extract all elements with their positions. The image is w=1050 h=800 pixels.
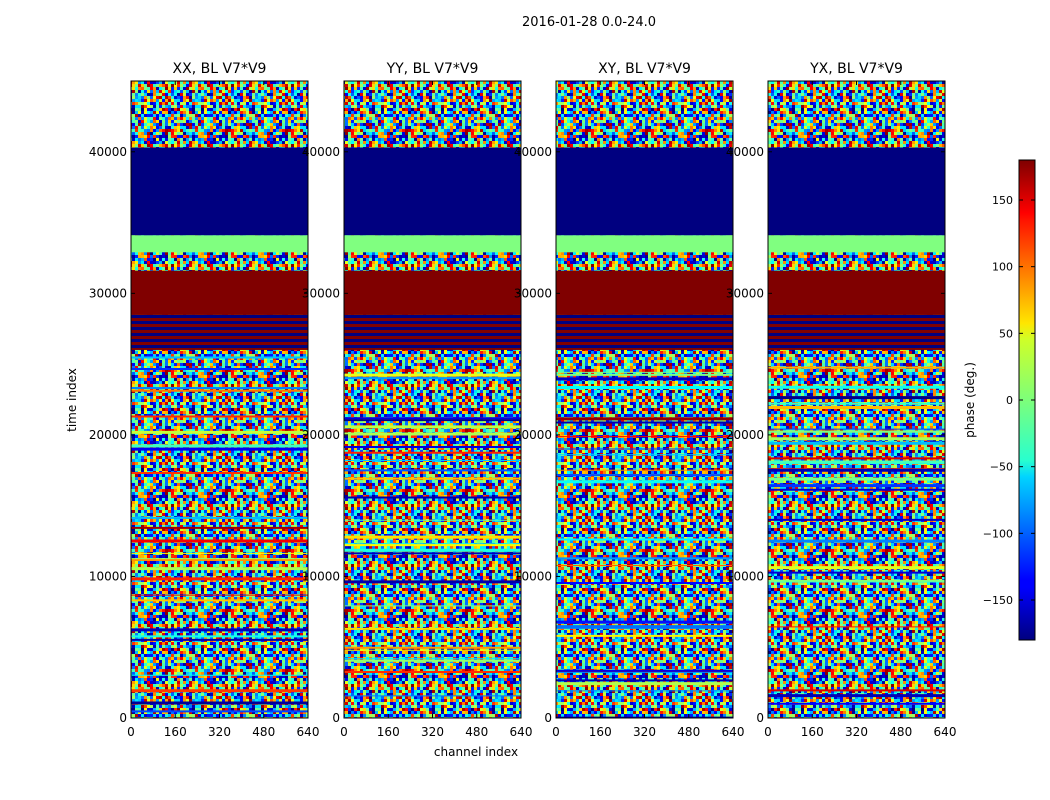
x-tick-label: 160 bbox=[589, 725, 612, 739]
x-tick-label: 160 bbox=[801, 725, 824, 739]
y-tick-label: 0 bbox=[332, 711, 340, 725]
x-tick-label: 160 bbox=[377, 725, 400, 739]
y-axis-label: time index bbox=[65, 368, 79, 432]
phase-band-0 bbox=[556, 147, 733, 236]
y-tick-label: 20000 bbox=[514, 428, 552, 442]
y-tick-label: 30000 bbox=[726, 286, 764, 300]
y-tick-label: 30000 bbox=[302, 286, 340, 300]
x-tick-label: 640 bbox=[722, 725, 745, 739]
x-tick-label: 0 bbox=[552, 725, 560, 739]
y-tick-label: 40000 bbox=[726, 145, 764, 159]
panel-xx: XX, BL V7*V9 0 160 320 480 640 0 10000 20000 3000… bbox=[89, 61, 320, 739]
y-tick-label: 30000 bbox=[514, 286, 552, 300]
x-tick-label: 0 bbox=[127, 725, 135, 739]
y-tick-label: 0 bbox=[544, 711, 552, 725]
colorbar-tick-label: 50 bbox=[999, 327, 1013, 340]
phase-band-1 bbox=[131, 235, 308, 253]
phase-band-1 bbox=[556, 235, 733, 253]
phase-band-0 bbox=[131, 147, 308, 236]
phase-band-0 bbox=[768, 147, 945, 236]
x-tick-label: 0 bbox=[764, 725, 772, 739]
colorbar-label: phase (deg.) bbox=[963, 362, 977, 438]
colorbar-tick-label: −100 bbox=[983, 527, 1013, 540]
colorbar-tick-label: −150 bbox=[983, 594, 1013, 607]
y-tick-label: 40000 bbox=[514, 145, 552, 159]
y-tick-label: 0 bbox=[756, 711, 764, 725]
x-tick-label: 480 bbox=[677, 725, 700, 739]
y-tick-label: 20000 bbox=[302, 428, 340, 442]
x-axis-label: channel index bbox=[434, 745, 518, 759]
y-tick-label: 10000 bbox=[514, 569, 552, 583]
panel-title: XY, BL V7*V9 bbox=[598, 61, 691, 77]
x-tick-label: 640 bbox=[297, 725, 320, 739]
y-tick-label: 40000 bbox=[302, 145, 340, 159]
panel-yx: YX, BL V7*V9 0 160 320 480 640 0 10000 20000 3000… bbox=[726, 61, 957, 739]
phase-band-0 bbox=[344, 147, 521, 236]
panels-group: XX, BL V7*V9 0 160 320 480 640 0 10000 20000 3000… bbox=[89, 61, 957, 739]
colorbar-tick-label: 150 bbox=[992, 194, 1013, 207]
x-tick-label: 320 bbox=[208, 725, 231, 739]
y-tick-label: 20000 bbox=[89, 428, 127, 442]
y-tick-label: 10000 bbox=[89, 569, 127, 583]
y-tick-label: 0 bbox=[119, 711, 127, 725]
x-tick-label: 320 bbox=[845, 725, 868, 739]
phase-band-3 bbox=[768, 314, 945, 350]
phase-band-2 bbox=[131, 270, 308, 315]
y-tick-label: 30000 bbox=[89, 286, 127, 300]
x-tick-label: 320 bbox=[633, 725, 656, 739]
x-tick-label: 480 bbox=[465, 725, 488, 739]
colorbar-ticks: −150 −100 −50 0 50 100 150 bbox=[983, 194, 1035, 607]
x-tick-label: 640 bbox=[934, 725, 957, 739]
colorbar-tick-label: 0 bbox=[1006, 394, 1013, 407]
x-tick-label: 320 bbox=[421, 725, 444, 739]
y-tick-label: 10000 bbox=[726, 569, 764, 583]
panel-title: XX, BL V7*V9 bbox=[173, 61, 267, 77]
panel-yy: YY, BL V7*V9 0 160 320 480 640 0 10000 20000 3000… bbox=[302, 61, 533, 739]
phase-band-2 bbox=[768, 270, 945, 315]
colorbar-tick-label: −50 bbox=[990, 461, 1013, 474]
phase-band-3 bbox=[131, 314, 308, 350]
phase-band-2 bbox=[556, 270, 733, 315]
panel-title: YX, BL V7*V9 bbox=[809, 61, 903, 77]
x-tick-label: 160 bbox=[164, 725, 187, 739]
panel-xy: XY, BL V7*V9 0 160 320 480 640 0 10000 20000 3000… bbox=[514, 61, 745, 739]
phase-band-1 bbox=[768, 235, 945, 253]
figure-title: 2016-01-28 0.0-24.0 bbox=[522, 15, 656, 30]
y-tick-label: 10000 bbox=[302, 569, 340, 583]
phase-band-3 bbox=[344, 314, 521, 350]
panel-title: YY, BL V7*V9 bbox=[386, 61, 479, 77]
y-tick-label: 40000 bbox=[89, 145, 127, 159]
phase-band-1 bbox=[344, 235, 521, 253]
x-tick-label: 480 bbox=[252, 725, 275, 739]
x-tick-label: 480 bbox=[889, 725, 912, 739]
phase-band-3 bbox=[556, 314, 733, 350]
x-tick-label: 640 bbox=[510, 725, 533, 739]
x-tick-label: 0 bbox=[340, 725, 348, 739]
phase-band-2 bbox=[344, 270, 521, 315]
y-tick-label: 20000 bbox=[726, 428, 764, 442]
colorbar-tick-label: 100 bbox=[992, 261, 1013, 274]
